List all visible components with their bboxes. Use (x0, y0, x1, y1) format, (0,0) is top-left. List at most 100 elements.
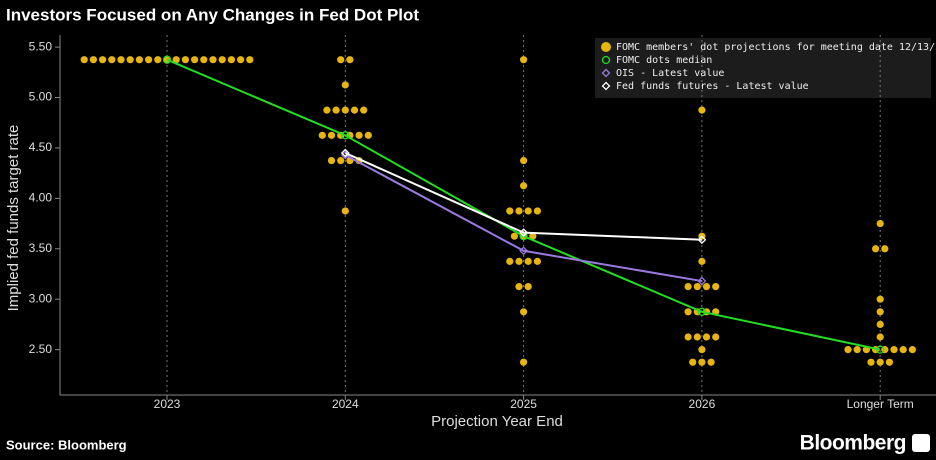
x-axis-label: Projection Year End (431, 413, 563, 430)
fomc-dot (876, 358, 884, 366)
legend-label: FOMC members' dot projections for meetin… (616, 42, 936, 53)
fomc-dot (698, 106, 706, 114)
y-axis-label: Implied fed funds target rate (5, 125, 22, 312)
y-tick-label: 2.50 (29, 342, 53, 356)
legend-swatch (601, 68, 611, 78)
fomc-dot (126, 56, 134, 64)
series-marker (697, 276, 707, 286)
legend-label: Fed funds futures - Latest value (616, 81, 809, 92)
fomc-dot (702, 333, 711, 341)
fomc-dot (867, 358, 875, 366)
fomc-dot (698, 358, 706, 366)
fomc-dot (360, 106, 368, 114)
legend-swatch (601, 42, 611, 52)
fomc-dot (689, 358, 697, 366)
fomc-dot (364, 131, 372, 139)
fomc-dot (533, 257, 542, 265)
x-tick-label: 2025 (510, 397, 537, 411)
fomc-dot (346, 56, 354, 64)
fomc-dot (876, 320, 884, 329)
fomc-dot (712, 333, 720, 341)
legend-label: FOMC dots median (616, 55, 712, 66)
x-tick-label: 2026 (689, 397, 716, 411)
fomc-dot (908, 346, 917, 354)
fomc-dot (844, 346, 852, 354)
series-marker (876, 345, 885, 354)
fomc-dot (327, 156, 336, 165)
fomc-dot (520, 358, 528, 366)
fomc-dot (80, 56, 88, 64)
series-marker (341, 131, 350, 140)
series-line (344, 152, 702, 241)
fomc-dot (506, 207, 514, 215)
fomc-dot (684, 308, 692, 316)
fomc-dot (181, 56, 189, 64)
fomc-dot (684, 333, 692, 341)
legend (595, 38, 931, 98)
y-tick-label: 4.50 (29, 140, 53, 154)
fomc-dot (899, 346, 907, 354)
series-marker (340, 148, 350, 158)
fomc-dot (99, 56, 107, 64)
fomc-dot (323, 106, 331, 114)
fomc-dot (341, 106, 349, 114)
fomc-dot (200, 56, 208, 64)
fomc-dot (702, 282, 711, 291)
fomc-dot (135, 56, 143, 64)
fomc-dot (881, 245, 889, 253)
fomc-dot (318, 131, 326, 139)
fomc-dot (515, 257, 523, 265)
fomc-dot (350, 106, 359, 114)
fomc-dot (876, 219, 884, 228)
fomc-dot (712, 282, 720, 291)
series-marker (697, 307, 707, 316)
fomc-dot (876, 333, 884, 341)
fomc-dot (341, 207, 349, 215)
fomc-dot (117, 56, 125, 64)
fomc-dot (885, 358, 894, 366)
legend-swatch (601, 81, 611, 91)
y-tick-label: 3.50 (29, 241, 53, 255)
series-marker (519, 246, 529, 256)
fomc-dot (154, 56, 162, 64)
fomc-dot (510, 232, 518, 240)
fomc-dot (520, 56, 528, 64)
fomc-dot (191, 56, 199, 64)
fomc-dot (337, 156, 345, 165)
source: Source: Bloomberg (6, 437, 127, 452)
fomc-dot (693, 333, 701, 341)
x-tick-label: 2023 (154, 397, 181, 411)
fomc-dot (341, 81, 349, 89)
fomc-dot (218, 56, 226, 64)
fomc-dot (876, 295, 884, 303)
fomc-dot (108, 56, 116, 64)
fomc-dot (693, 282, 701, 291)
fomc-dot (237, 56, 245, 64)
fomc-dot (506, 257, 514, 265)
legend-label: OIS - Latest value (616, 68, 724, 79)
fomc-dot (707, 358, 715, 366)
fomc-dot (853, 346, 861, 354)
fomc-dot (890, 346, 898, 354)
fomc-dot (145, 56, 153, 64)
chart-title: Investors Focused on Any Changes in Fed … (6, 5, 419, 24)
fomc-dot (515, 282, 523, 291)
legend-swatch (601, 55, 611, 65)
x-tick-label: 2024 (332, 397, 359, 411)
fomc-dot (520, 182, 528, 190)
fomc-dot (698, 346, 706, 354)
fomc-dot (876, 308, 884, 316)
fomc-dot (533, 207, 542, 215)
fomc-dot (520, 156, 528, 165)
fomc-dot (327, 131, 336, 139)
fomc-dot (246, 56, 254, 64)
fomc-dot (355, 131, 363, 139)
fomc-dot (684, 282, 692, 291)
fomc-dot (529, 232, 537, 240)
fomc-dot (172, 56, 180, 64)
y-tick-label: 4.00 (29, 191, 53, 205)
fomc-dot (332, 106, 340, 114)
fomc-dot (227, 56, 235, 64)
series-marker (697, 235, 707, 245)
